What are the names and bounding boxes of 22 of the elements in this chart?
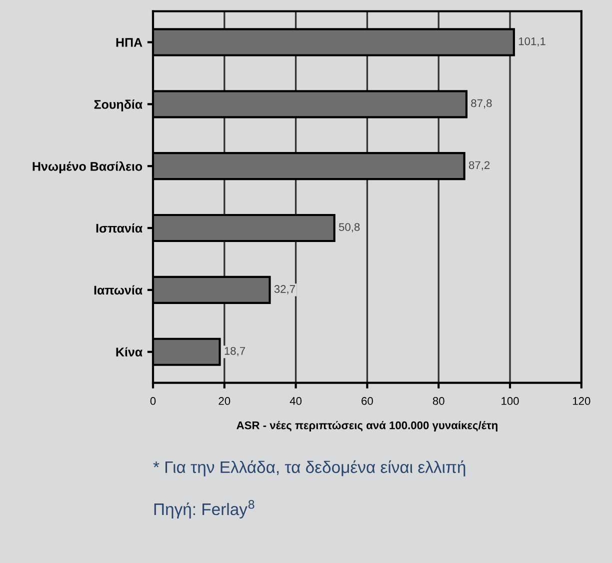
data-label: 18,7 — [224, 346, 245, 356]
y-tick-label: Ηνωμένο Βασίλειο — [32, 161, 142, 174]
x-tick-label: 40 — [290, 397, 302, 405]
x-tick-label: 120 — [572, 397, 590, 405]
y-tick-label: Σουηδία — [94, 100, 142, 112]
data-label: 32,7 — [274, 285, 295, 294]
data-label: 87,8 — [471, 99, 492, 108]
text: Πηγή: Ferlay$^{8}$ — [154, 500, 254, 518]
y-tick-label: Κίνα — [116, 347, 142, 357]
x-tick-label: 0 — [150, 397, 156, 405]
x-tick-label: 60 — [362, 397, 373, 405]
y-tick-label: Ισπανία — [96, 223, 142, 233]
x-axis-title: ASR - νέες περιπτώσεις ανά 100.000 γυναίκες/έτη — [236, 420, 498, 432]
y-tick-label: ΗΠΑ — [116, 38, 142, 47]
data-label: 50,8 — [338, 223, 360, 232]
text: * Για την Ελλάδα, τα δεδομένα είναι ελλιπή — [153, 460, 466, 476]
y-tick-label: Ιαπωνία — [94, 285, 142, 295]
x-tick-label: 100 — [502, 397, 519, 405]
data-label: 87,2 — [468, 161, 490, 170]
x-tick-label: 20 — [218, 397, 230, 405]
x-tick-label: 80 — [432, 397, 444, 405]
data-label: 101,1 — [518, 37, 546, 47]
